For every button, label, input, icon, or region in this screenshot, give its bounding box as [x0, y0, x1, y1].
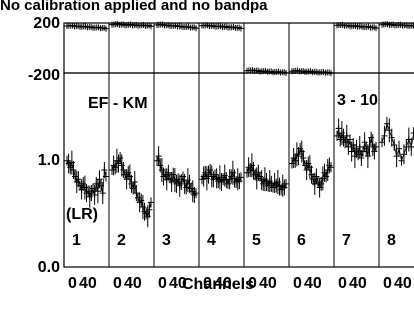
- x-tick-label: 0: [338, 275, 347, 292]
- phase-point: [373, 25, 379, 32]
- amp-trace: [246, 164, 287, 191]
- x-tick-label: 40: [394, 275, 412, 292]
- x-tick-label: 0: [293, 275, 302, 292]
- if-label: 8: [387, 232, 396, 249]
- x-axis-label: Channels: [182, 276, 254, 293]
- amp-trace: [381, 122, 414, 163]
- x-tick-label: 40: [169, 275, 187, 292]
- phase-point: [238, 25, 244, 32]
- x-tick-label: 0: [113, 275, 122, 292]
- phase-tick-top: 200: [33, 15, 60, 32]
- if-dividers: [108, 23, 380, 267]
- amp-point: [238, 174, 244, 181]
- phase-tick-bottom: -200: [28, 67, 60, 84]
- x-tick-label: 40: [259, 275, 277, 292]
- x-tick-label: 40: [349, 275, 367, 292]
- if-label: 2: [117, 232, 126, 249]
- x-tick-label: 0: [203, 275, 212, 292]
- if-label: 6: [297, 232, 306, 249]
- amp-point: [283, 180, 289, 187]
- amplitude-panel: 1.0 0.0 EF - KM 3 - 10 (LR): [38, 72, 414, 276]
- x-tick-label: 0: [68, 275, 77, 292]
- x-tick-label: 40: [79, 275, 97, 292]
- phase-point: [103, 25, 109, 32]
- x-tick-label: 0: [248, 275, 257, 292]
- phase-point: [412, 25, 414, 27]
- polarization-label: (LR): [66, 206, 98, 223]
- if-label: 7: [342, 232, 351, 249]
- if-labels: 1 2 3 4 5 6 7 8: [72, 232, 396, 249]
- amp-marks: [64, 116, 414, 228]
- x-tick-label: 0: [158, 275, 167, 292]
- amp-trace: [336, 128, 377, 159]
- x-tick-label: 0: [383, 275, 392, 292]
- if-label: 5: [252, 232, 261, 249]
- chart-title: No calibration applied and no bandpa: [0, 0, 268, 14]
- phase-point: [148, 23, 154, 30]
- phase-marks: [64, 21, 414, 77]
- amp-trace: [66, 160, 107, 198]
- if-label: 1: [72, 232, 81, 249]
- x-tick-label: 40: [124, 275, 142, 292]
- amp-trace: [201, 168, 242, 186]
- if-label: 4: [207, 232, 216, 249]
- amp-trace: [291, 147, 332, 189]
- x-tick-label: 40: [214, 275, 232, 292]
- amp-tick-zero: 0.0: [38, 259, 60, 276]
- amp-trace: [111, 156, 152, 218]
- x-tick-label: 40: [304, 275, 322, 292]
- x-tick-labels: 0 40 0 40 0 40 0 40 0 40 0 40 0 40 0 40: [68, 275, 412, 292]
- if-label: 3: [162, 232, 171, 249]
- phase-panel: 200 -200: [28, 15, 414, 84]
- source-label: 3 - 10: [337, 92, 378, 109]
- amp-tick-mid: 1.0: [38, 152, 60, 169]
- amp-trace: [156, 154, 197, 196]
- phase-point: [193, 25, 199, 32]
- baseline-label: EF - KM: [88, 95, 148, 112]
